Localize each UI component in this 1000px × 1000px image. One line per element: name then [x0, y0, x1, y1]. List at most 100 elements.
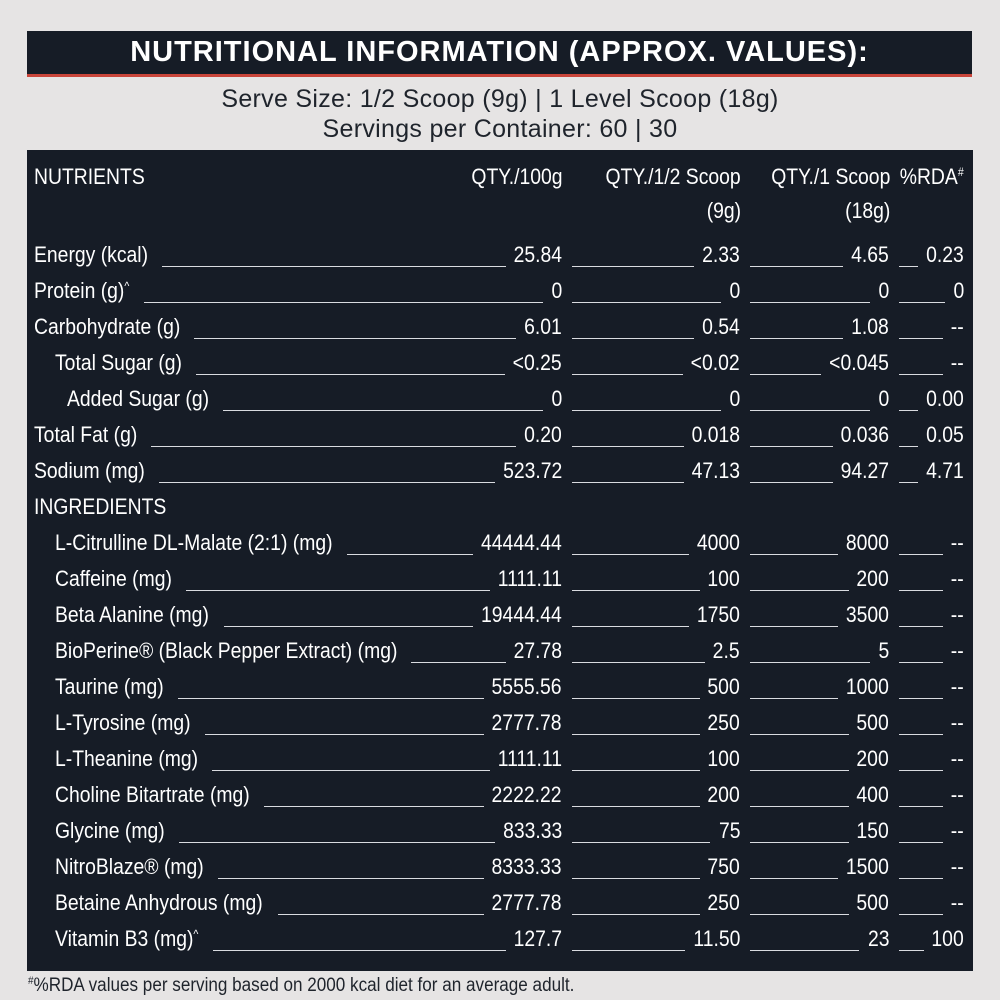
- nutrient-qty-scoop: 1.08: [851, 314, 889, 339]
- leader-line: [899, 266, 919, 267]
- leader-line: [750, 626, 838, 627]
- leader-line: [217, 878, 485, 879]
- ingredient-name: Glycine (mg): [55, 818, 165, 843]
- nutrient-qty-half-scoop: 0.018: [691, 422, 740, 447]
- nutrient-qty-scoop: 0: [878, 386, 889, 411]
- ingredient-qty-half-scoop: 200: [707, 782, 740, 807]
- nutrient-qty-half-scoop: 0: [729, 386, 740, 411]
- ingredient-qty-100g: 2777.78: [492, 710, 562, 735]
- leader-line: [212, 770, 490, 771]
- leader-line: [899, 806, 944, 807]
- header-scoop-weight: (18g): [844, 198, 890, 223]
- nutrient-qty-half-scoop: 0: [729, 278, 740, 303]
- leader-line: [899, 302, 946, 303]
- ingredient-name: BioPerine® (Black Pepper Extract) (mg): [55, 638, 398, 663]
- ingredient-name: L-Tyrosine (mg): [55, 710, 191, 735]
- ingredient-rda: --: [951, 566, 964, 591]
- nutrient-qty-100g: 523.72: [502, 458, 562, 483]
- ingredient-qty-scoop: 1500: [845, 854, 889, 879]
- nutrient-qty-100g: <0.25: [513, 350, 562, 375]
- ingredient-qty-scoop: 500: [856, 890, 889, 915]
- leader-line: [750, 698, 838, 699]
- leader-line: [750, 410, 871, 411]
- nutrient-row: Total Sugar (g) <0.25 <0.02 <0.045 --: [27, 350, 973, 380]
- nutrient-rda: 0.05: [926, 422, 964, 447]
- ingredient-row: Betaine Anhydrous (mg) 2777.78 250 500 --: [27, 890, 973, 920]
- nutrient-name: Added Sugar (g): [67, 386, 210, 411]
- leader-line: [572, 698, 700, 699]
- ingredient-rda: --: [951, 746, 964, 771]
- ingredient-qty-half-scoop: 250: [707, 890, 740, 915]
- leader-line: [750, 482, 833, 483]
- ingredient-row: L-Citrulline DL-Malate (2:1) (mg) 44444.4…: [27, 530, 973, 560]
- leader-line: [572, 914, 700, 915]
- nutrient-row: Energy (kcal) 25.84 2.33 4.65 0.23: [27, 242, 973, 272]
- ingredient-qty-half-scoop: 4000: [696, 530, 740, 555]
- ingredient-name: Taurine (mg): [55, 674, 164, 699]
- ingredient-qty-100g: 1111.11: [497, 566, 562, 591]
- ingredient-qty-half-scoop: 100: [707, 746, 740, 771]
- nutrient-qty-scoop: 94.27: [840, 458, 889, 483]
- leader-line: [185, 590, 490, 591]
- ingredient-qty-half-scoop: 1750: [696, 602, 740, 627]
- ingredient-qty-100g: 44444.44: [481, 530, 562, 555]
- leader-line: [572, 338, 695, 339]
- leader-line: [572, 842, 711, 843]
- ingredient-qty-scoop: 200: [856, 746, 889, 771]
- footnote: #%RDA values per serving based on 2000 k…: [28, 975, 575, 996]
- nutrient-qty-scoop: 0: [878, 278, 889, 303]
- leader-line: [572, 266, 695, 267]
- leader-line: [195, 374, 505, 375]
- leader-line: [158, 482, 495, 483]
- nutrition-table: NUTRIENTS QTY./100g QTY./1/2 Scoop (9g) …: [27, 150, 973, 971]
- ingredient-qty-half-scoop: 11.50: [692, 926, 740, 951]
- ingredient-name: Choline Bitartrate (mg): [55, 782, 250, 807]
- nutrient-qty-half-scoop: <0.02: [691, 350, 740, 375]
- nutrient-row: Added Sugar (g) 0 0 0 0.00: [27, 386, 973, 416]
- leader-line: [151, 446, 517, 447]
- leader-line: [899, 842, 944, 843]
- leader-line: [750, 266, 844, 267]
- leader-line: [899, 410, 919, 411]
- leader-line: [572, 806, 700, 807]
- ingredient-rda: --: [951, 890, 964, 915]
- leader-line: [750, 806, 849, 807]
- leader-line: [750, 914, 849, 915]
- leader-line: [750, 590, 849, 591]
- leader-line: [899, 662, 944, 663]
- ingredient-row: BioPerine® (Black Pepper Extract) (mg) 27…: [27, 638, 973, 668]
- nutrient-row: Total Fat (g) 0.20 0.018 0.036 0.05: [27, 422, 973, 452]
- ingredient-qty-scoop: 1000: [845, 674, 889, 699]
- leader-line: [750, 770, 849, 771]
- ingredient-qty-half-scoop: 2.5: [713, 638, 740, 663]
- leader-line: [572, 302, 722, 303]
- leader-line: [572, 770, 700, 771]
- ingredient-qty-scoop: 200: [856, 566, 889, 591]
- ingredient-row: Caffeine (mg) 1111.11 100 200 --: [27, 566, 973, 596]
- ingredient-name: Caffeine (mg): [55, 566, 172, 591]
- leader-line: [899, 626, 944, 627]
- leader-line: [346, 554, 474, 555]
- ingredient-qty-100g: 8333.33: [492, 854, 562, 879]
- ingredient-row: L-Tyrosine (mg) 2777.78 250 500 --: [27, 710, 973, 740]
- ingredient-rda: --: [951, 854, 964, 879]
- leader-line: [177, 698, 484, 699]
- ingredient-qty-100g: 2777.78: [492, 890, 562, 915]
- header-half-scoop-weight: (9g): [706, 198, 741, 223]
- title-bar: NUTRITIONAL INFORMATION (APPROX. VALUES)…: [27, 31, 972, 77]
- leader-line: [572, 950, 685, 951]
- serve-size: Serve Size: 1/2 Scoop (9g) | 1 Level Sco…: [221, 85, 779, 113]
- ingredient-rda: --: [951, 818, 964, 843]
- ingredient-name: Beta Alanine (mg): [55, 602, 209, 627]
- leader-line: [223, 626, 474, 627]
- leader-line: [899, 734, 944, 735]
- header-rda: %RDA#: [900, 164, 964, 189]
- ingredient-qty-100g: 19444.44: [481, 602, 562, 627]
- nutrient-qty-100g: 0: [551, 386, 562, 411]
- leader-line: [899, 950, 924, 951]
- leader-line: [750, 734, 849, 735]
- nutrient-qty-scoop: 0.036: [840, 422, 889, 447]
- leader-line: [750, 878, 838, 879]
- leader-line: [194, 338, 517, 339]
- leader-line: [212, 950, 506, 951]
